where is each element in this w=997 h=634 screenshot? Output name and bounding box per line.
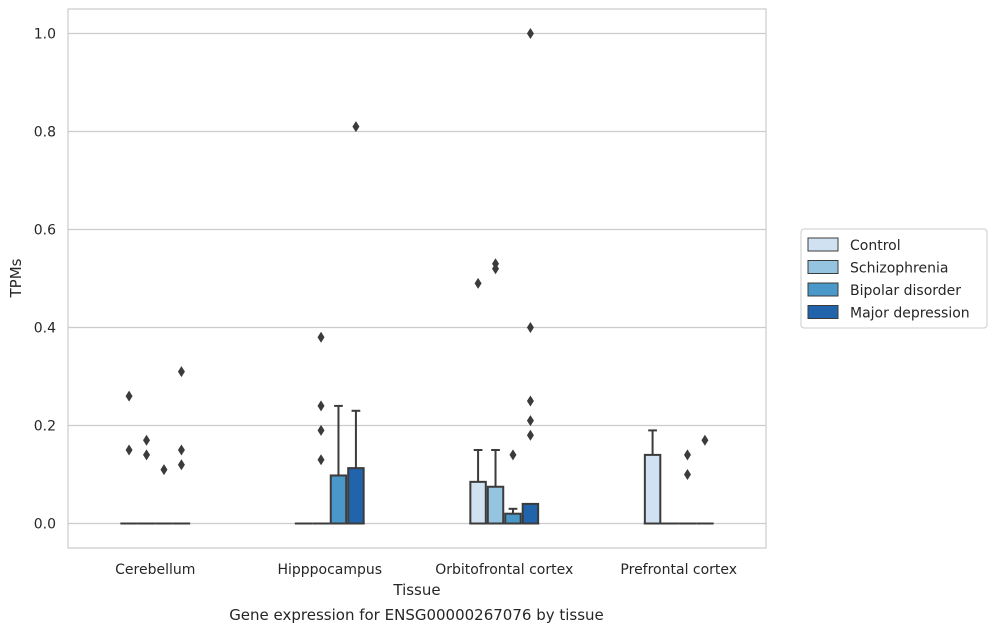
outlier-point [317, 331, 325, 343]
box-bipolar-disorder [329, 404, 348, 525]
legend-label: Schizophrenia [850, 261, 948, 277]
y-axis-ticks: 0.0 0.2 0.4 0.6 0.8 1.0 [34, 27, 56, 533]
legend-label: Bipolar disorder [850, 283, 961, 299]
outlier-point [526, 322, 534, 333]
x-tick-label: Prefrontal cortex [620, 562, 737, 578]
y-axis-label: TPMs [7, 258, 25, 298]
box-schizophrenia [486, 449, 505, 525]
x-tick-label: Hipppocampus [277, 562, 382, 578]
plot-frame [67, 8, 767, 549]
outlier-point [352, 121, 360, 133]
box-rect [329, 474, 348, 525]
legend-swatch [807, 260, 839, 274]
box-major-depression [347, 409, 365, 525]
outlier-point [143, 434, 151, 446]
box-rect [504, 512, 522, 525]
x-axis-ticks: Cerebellum Hipppocampus Orbitofrontal cort… [115, 562, 737, 578]
y-tick-label: 0.2 [34, 419, 56, 435]
outlier-point [683, 469, 691, 480]
legend-swatch [807, 305, 839, 319]
outlier-point [474, 277, 482, 289]
outlier-point [683, 449, 691, 461]
y-tick-label: 0.4 [34, 321, 56, 337]
outlier-point [701, 434, 709, 446]
outlier-point [526, 429, 534, 441]
outlier-point [143, 449, 151, 461]
box-bipolar-disorder [504, 507, 522, 525]
box-control [469, 449, 487, 525]
outlier-point [509, 449, 517, 461]
x-tick-label: Orbitofrontal cortex [435, 562, 573, 578]
legend-label: Control [850, 238, 901, 254]
gridlines [68, 32, 766, 525]
outlier-point [177, 366, 185, 378]
outlier-point [125, 390, 133, 402]
outlier-point [526, 415, 534, 427]
y-tick-label: 0.0 [34, 517, 56, 533]
legend-swatch [807, 282, 839, 297]
figure-caption: Gene expression for ENSG00000267076 by t… [229, 606, 604, 624]
box-control [643, 429, 662, 525]
outlier-point [177, 444, 185, 456]
legend-label: Major depression [850, 306, 970, 322]
outlier-point [317, 454, 325, 466]
outlier-point [160, 464, 168, 476]
outlier-points [125, 28, 709, 480]
legend-swatch [807, 237, 839, 252]
legend: Control Schizophrenia Bipolar disorder Majo… [800, 228, 988, 329]
box-series [120, 404, 714, 525]
box-rect [486, 485, 505, 525]
x-axis-label: Tissue [392, 581, 440, 599]
outlier-point [526, 395, 534, 407]
outlier-point [177, 459, 185, 471]
box-rect [521, 502, 540, 525]
outlier-point [317, 424, 325, 436]
outlier-point [317, 400, 325, 412]
box-rect [347, 467, 365, 525]
legend-frame [800, 228, 988, 329]
x-tick-label: Cerebellum [115, 562, 195, 578]
y-tick-label: 0.6 [34, 223, 56, 239]
box-rect [643, 453, 662, 525]
outlier-point [125, 444, 133, 456]
outlier-point [492, 258, 500, 270]
y-tick-label: 1.0 [34, 27, 56, 43]
outlier-point [526, 28, 534, 39]
box-rect [469, 480, 487, 525]
y-tick-label: 0.8 [34, 125, 56, 141]
box-major-depression [521, 502, 540, 525]
